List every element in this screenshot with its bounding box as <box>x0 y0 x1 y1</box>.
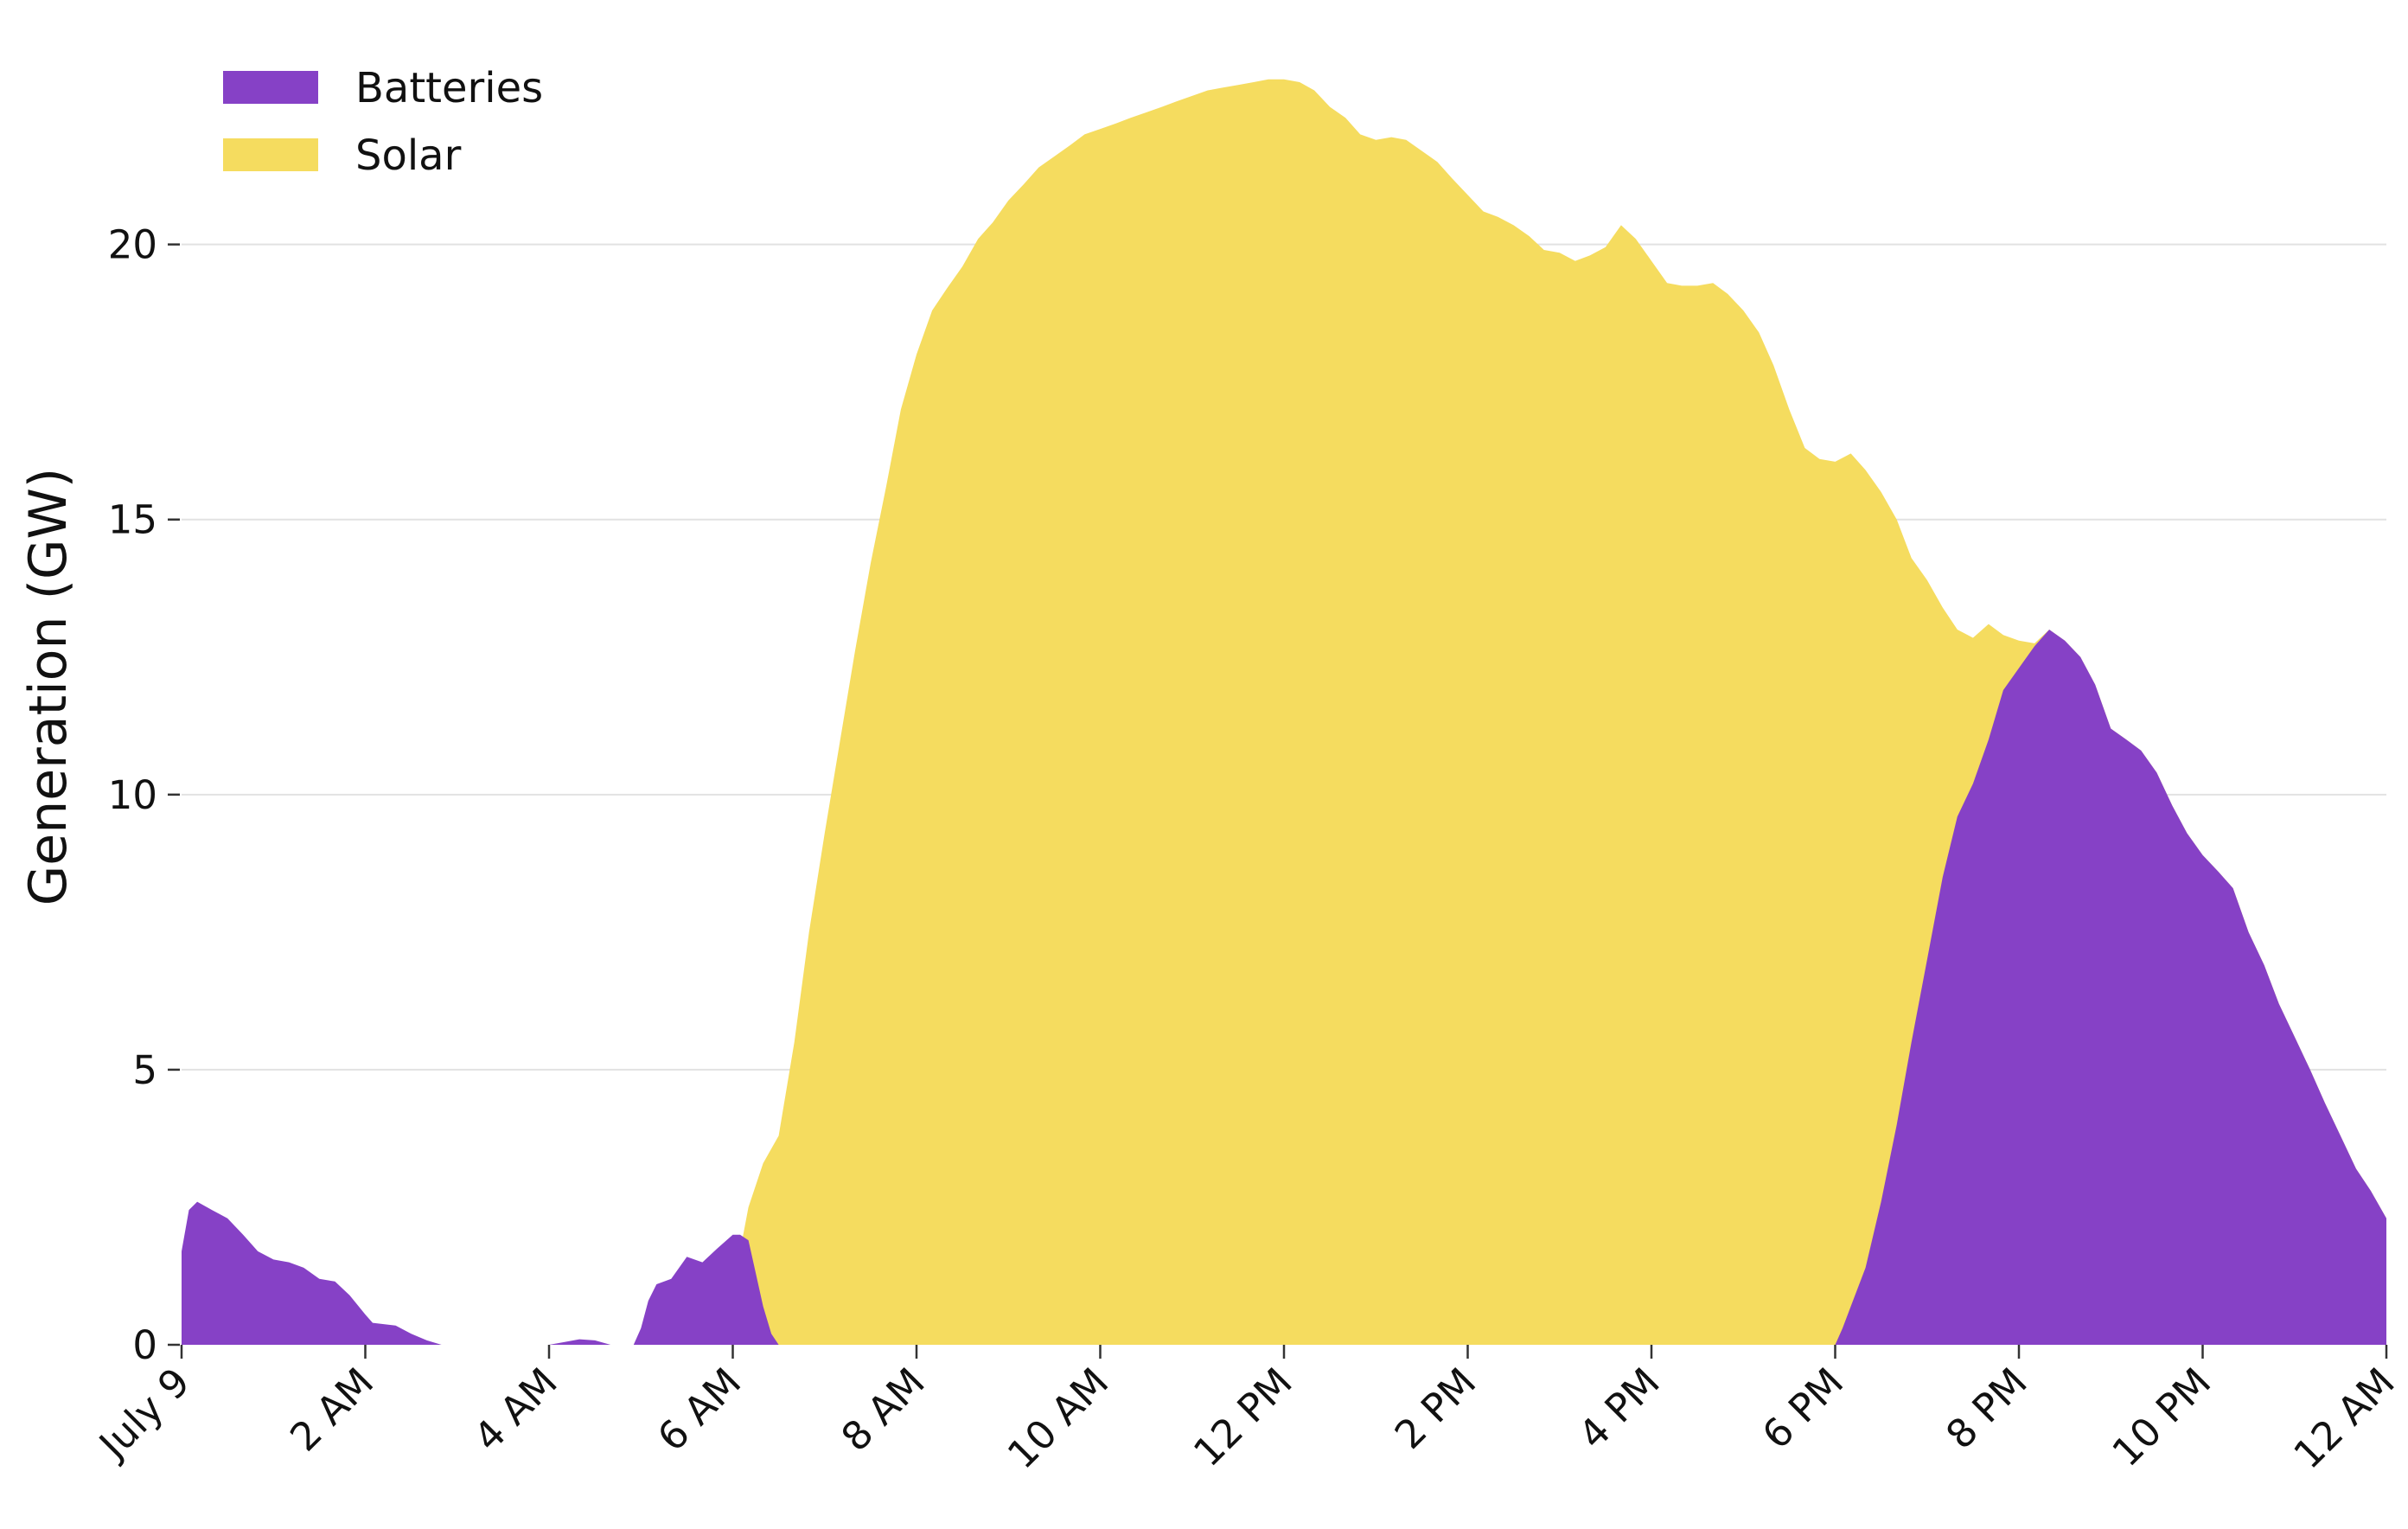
x-tick-label-10 AM: 10 AM <box>999 1359 1117 1477</box>
area-batteries <box>182 630 2386 1345</box>
x-tick-label-2 PM: 2 PM <box>1386 1359 1485 1457</box>
legend-label-solar: Solar <box>355 131 462 180</box>
x-tick-label-2 AM: 2 AM <box>281 1359 382 1460</box>
x-tick-label-6 AM: 6 AM <box>648 1359 750 1460</box>
x-tick-label-12 PM: 12 PM <box>1185 1359 1301 1475</box>
legend-swatch-batteries <box>223 71 318 104</box>
x-tick-label-6 PM: 6 PM <box>1753 1359 1852 1457</box>
area-series <box>182 79 2386 1345</box>
legend-label-batteries: Batteries <box>355 64 543 112</box>
legend-swatch-solar <box>223 138 318 171</box>
x-tick-label-4 AM: 4 AM <box>465 1359 566 1460</box>
legend: Batteries Solar <box>223 64 543 180</box>
y-tick-label-5: 5 <box>132 1047 157 1093</box>
y-axis-title: Generation (GW) <box>18 468 79 905</box>
x-tick-label-12 AM: 12 AM <box>2284 1359 2403 1477</box>
area-solar <box>182 79 2386 1345</box>
x-tick-label-4 PM: 4 PM <box>1569 1359 1668 1457</box>
y-tick-label-10: 10 <box>108 772 157 818</box>
y-tick-label-15: 15 <box>108 497 157 543</box>
x-tick-label-July 9: July 9 <box>89 1359 199 1468</box>
y-tick-label-20: 20 <box>108 222 157 268</box>
x-tick-label-10 PM: 10 PM <box>2104 1359 2220 1475</box>
x-tick-label-8 AM: 8 AM <box>833 1359 934 1460</box>
y-tick-label-0: 0 <box>132 1322 157 1368</box>
x-tick-label-8 PM: 8 PM <box>1937 1359 2035 1457</box>
